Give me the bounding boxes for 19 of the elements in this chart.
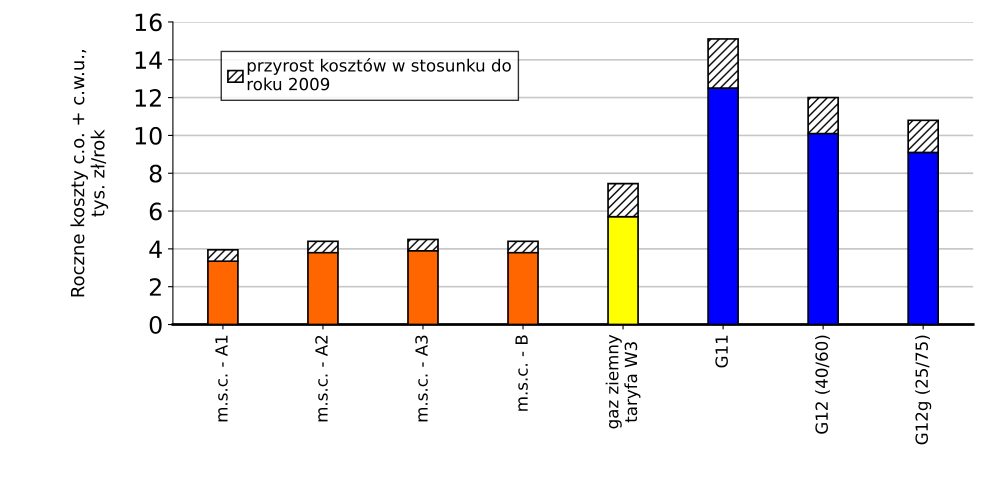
y-tick-label: 8 — [150, 164, 162, 183]
y-tick-label: 6 — [150, 202, 162, 220]
y-tick-label: 4 — [149, 240, 162, 258]
y-axis-title: Roczne koszty c.o. + c.w.u., tys. zł/rok — [70, 50, 108, 296]
y-tick-label: 10 — [136, 126, 162, 145]
x-tick-label: m.s.c. - B — [515, 335, 528, 411]
x-tick-label: m.s.c. - A2 — [315, 336, 328, 422]
y-tick-label: 16 — [136, 13, 162, 32]
x-tick-label: m.s.c. - A3 — [415, 336, 428, 422]
x-tick-label: G12g (25/75) — [915, 336, 932, 444]
x-tick-label: m.s.c. - A1 — [215, 336, 228, 422]
y-tick-label: 14 — [136, 52, 162, 69]
x-tick-label: G11 — [715, 336, 728, 368]
legend-label: przyrost kosztów w stosunku do roku 2009 — [248, 58, 511, 90]
x-tick-label: G12 (40/60) — [815, 336, 830, 434]
x-tick-label: gaz ziemny taryfa W3 — [606, 334, 640, 428]
y-tick-label: 12 — [136, 89, 161, 107]
y-tick-label: 0 — [150, 316, 162, 334]
y-tick-label: 2 — [150, 278, 161, 296]
